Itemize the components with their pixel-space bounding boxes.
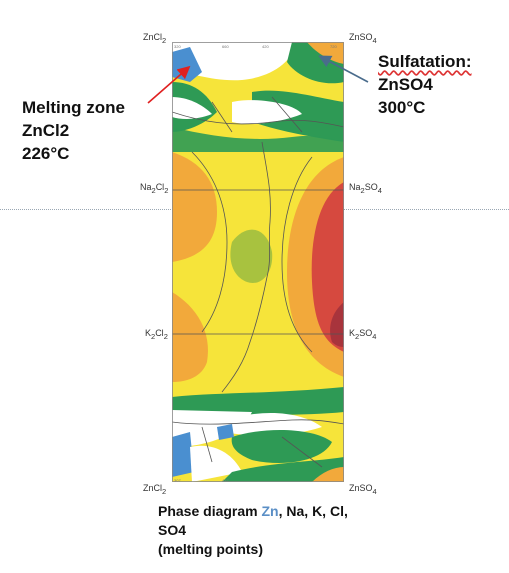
- phase-diagram: 320 660 420 720 307 437: [172, 42, 344, 482]
- svg-text:660: 660: [222, 44, 229, 49]
- contour-lines: [172, 96, 344, 468]
- region-top-orange: [307, 42, 344, 64]
- corner-label-top-left: ZnCl2: [143, 32, 167, 45]
- diagram-border: [172, 42, 344, 482]
- sulfatation-annotation: Sulfatation: ZnSO4 300°C: [378, 50, 508, 119]
- corner-label-mid1-right: Na2SO4: [349, 182, 382, 195]
- caption-line-3: (melting points): [158, 541, 263, 557]
- region-top-white-mid: [232, 100, 302, 125]
- region-top-white-left: [172, 97, 212, 119]
- corner-label-mid1-left: Na2Cl2: [140, 182, 169, 195]
- region-right-red: [311, 182, 344, 352]
- corner-label-bottom-right: ZnSO4: [349, 483, 377, 496]
- region-left-orange-upper: [172, 152, 217, 262]
- corner-label-mid2-left: K2Cl2: [145, 328, 168, 341]
- melting-zone-annotation: Melting zone ZnCl2 226°C: [22, 96, 182, 165]
- sulfatation-arrow: [318, 55, 369, 83]
- diagram-caption: Phase diagram Zn, Na, K, Cl, SO4 (meltin…: [158, 502, 428, 559]
- region-left-orange-lower: [172, 292, 208, 382]
- svg-text:420: 420: [262, 44, 269, 49]
- svg-text:307: 307: [174, 478, 181, 482]
- region-right-crimson: [330, 302, 344, 347]
- region-center-olive: [230, 229, 273, 283]
- region-bottom-green-blob: [231, 430, 332, 463]
- region-bottom-green-low: [222, 457, 344, 482]
- region-bottom-white-low: [190, 445, 242, 482]
- region-bottom-orange-low: [312, 467, 344, 482]
- melting-zone-compound: ZnCl2: [22, 121, 70, 140]
- svg-text:437: 437: [222, 478, 229, 482]
- region-top-green-band: [172, 127, 344, 152]
- region-top-white: [172, 42, 297, 81]
- corner-label-mid2-right: K2SO4: [349, 328, 377, 341]
- region-bottom-white-mid: [222, 412, 322, 436]
- svg-text:720: 720: [330, 44, 337, 49]
- region-bottom-blue-left: [172, 432, 194, 477]
- corner-label-top-right: ZnSO4: [349, 32, 377, 45]
- sulfatation-title: Sulfatation:: [378, 52, 472, 71]
- melting-zone-temperature: 226°C: [22, 144, 70, 163]
- melting-zone-title: Melting zone: [22, 98, 125, 117]
- corner-label-bottom-left: ZnCl2: [143, 483, 167, 496]
- region-bottom-green-top: [172, 387, 344, 415]
- sulfatation-temperature: 300°C: [378, 98, 426, 117]
- sulfatation-compound: ZnSO4: [378, 75, 433, 94]
- melting-zone-arrow: [147, 65, 191, 104]
- caption-line-1: Phase diagram Zn, Na, K, Cl,: [158, 503, 348, 519]
- svg-text:320: 320: [174, 44, 181, 49]
- region-bottom-blue-mid: [217, 424, 234, 440]
- caption-zn: Zn: [261, 503, 279, 519]
- caption-line-2: SO4: [158, 522, 187, 538]
